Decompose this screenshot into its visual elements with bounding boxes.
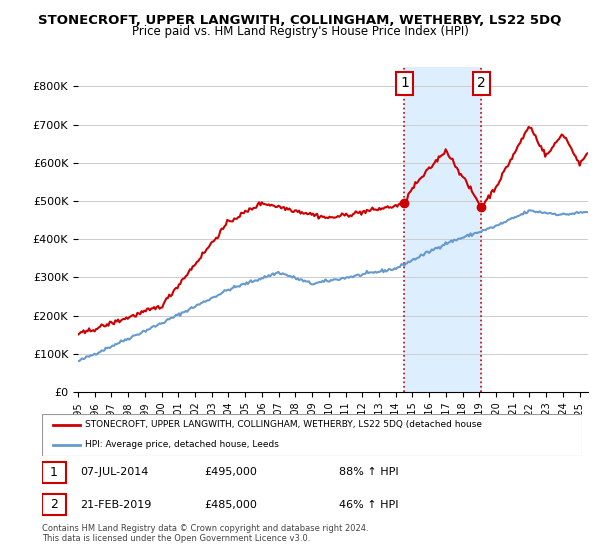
Text: 2: 2 <box>477 77 486 91</box>
FancyBboxPatch shape <box>42 414 582 456</box>
Bar <box>404 67 481 392</box>
Text: Contains HM Land Registry data © Crown copyright and database right 2024.
This d: Contains HM Land Registry data © Crown c… <box>42 524 368 543</box>
Text: STONECROFT, UPPER LANGWITH, COLLINGHAM, WETHERBY, LS22 5DQ (detached house: STONECROFT, UPPER LANGWITH, COLLINGHAM, … <box>85 421 482 430</box>
Text: 2: 2 <box>50 498 58 511</box>
Text: Price paid vs. HM Land Registry's House Price Index (HPI): Price paid vs. HM Land Registry's House … <box>131 25 469 38</box>
FancyBboxPatch shape <box>42 494 67 515</box>
FancyBboxPatch shape <box>42 462 67 483</box>
Text: 07-JUL-2014: 07-JUL-2014 <box>80 468 148 478</box>
Text: 1: 1 <box>400 77 409 91</box>
Text: 1: 1 <box>50 466 58 479</box>
Text: £495,000: £495,000 <box>204 468 257 478</box>
Text: 46% ↑ HPI: 46% ↑ HPI <box>339 500 398 510</box>
Text: STONECROFT, UPPER LANGWITH, COLLINGHAM, WETHERBY, LS22 5DQ: STONECROFT, UPPER LANGWITH, COLLINGHAM, … <box>38 14 562 27</box>
Text: HPI: Average price, detached house, Leeds: HPI: Average price, detached house, Leed… <box>85 440 279 449</box>
Text: 88% ↑ HPI: 88% ↑ HPI <box>339 468 398 478</box>
Text: £485,000: £485,000 <box>204 500 257 510</box>
Text: 21-FEB-2019: 21-FEB-2019 <box>80 500 151 510</box>
